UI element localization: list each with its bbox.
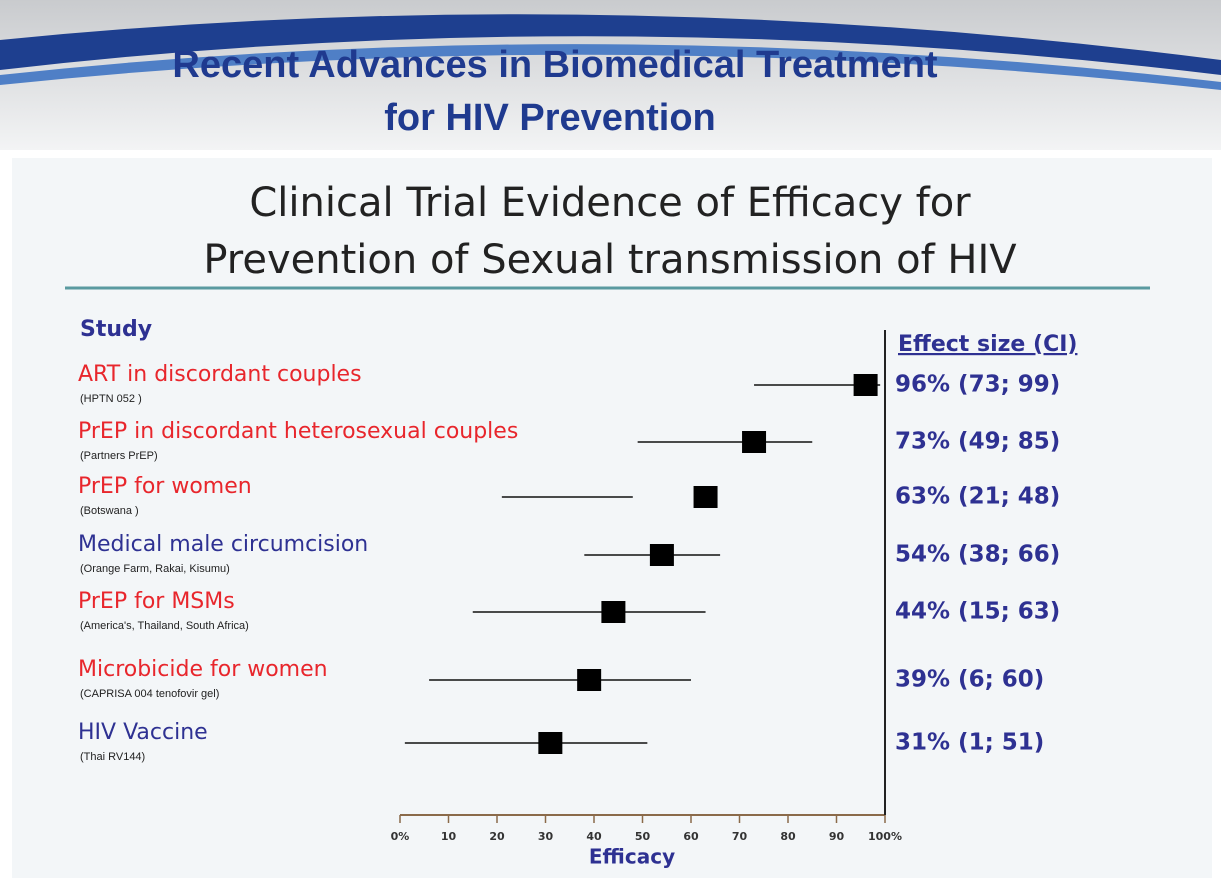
study-source: (Partners PrEP) xyxy=(80,450,158,462)
effect-size: 73% (49; 85) xyxy=(895,429,1060,455)
point-estimate xyxy=(649,544,674,566)
study-header: Study xyxy=(80,317,152,342)
study-name: HIV Vaccine xyxy=(78,720,208,745)
point-estimate xyxy=(538,732,563,754)
x-tick-label: 30 xyxy=(538,830,554,843)
effect-size: 31% (1; 51) xyxy=(895,730,1044,756)
point-estimate xyxy=(853,374,878,396)
effect-header: Effect size (CI) xyxy=(898,332,1077,357)
point-estimate xyxy=(577,669,602,691)
x-tick-label: 10 xyxy=(441,830,457,843)
study-source: (Thai RV144) xyxy=(80,751,145,763)
slide-title: Recent Advances in Biomedical Treatment xyxy=(172,44,938,86)
x-tick-label: 20 xyxy=(489,830,505,843)
x-tick-label: 60 xyxy=(683,830,699,843)
chart-title: Prevention of Sexual transmission of HIV xyxy=(203,237,1017,283)
effect-size: 54% (38; 66) xyxy=(895,542,1060,568)
effect-size: 63% (21; 48) xyxy=(895,484,1060,510)
study-source: (Orange Farm, Rakai, Kisumu) xyxy=(80,563,230,575)
effect-size: 39% (6; 60) xyxy=(895,667,1044,693)
point-estimate xyxy=(742,431,767,453)
chart-panel xyxy=(12,158,1212,878)
study-source: (CAPRISA 004 tenofovir gel) xyxy=(80,688,219,700)
x-tick-label: 90 xyxy=(829,830,845,843)
study-name: PrEP in discordant heterosexual couples xyxy=(78,419,518,444)
x-tick-label: 70 xyxy=(732,830,748,843)
study-source: (America's, Thailand, South Africa) xyxy=(80,620,249,632)
study-name: ART in discordant couples xyxy=(78,362,362,387)
effect-size: 44% (15; 63) xyxy=(895,599,1060,625)
study-source: (HPTN 052 ) xyxy=(80,393,142,405)
slide-title: for HIV Prevention xyxy=(384,97,716,139)
study-name: Microbicide for women xyxy=(78,657,328,682)
x-tick-label: 100% xyxy=(868,830,902,843)
x-tick-label: 80 xyxy=(780,830,796,843)
point-estimate xyxy=(601,601,626,623)
x-tick-label: 50 xyxy=(635,830,651,843)
x-tick-label: 40 xyxy=(586,830,602,843)
swoosh xyxy=(0,14,1221,75)
x-tick-label: 0% xyxy=(391,830,410,843)
swoosh xyxy=(0,44,1221,90)
study-name: PrEP for women xyxy=(78,474,252,499)
point-estimate xyxy=(693,486,718,508)
x-axis-label: Efficacy xyxy=(589,845,675,869)
study-name: PrEP for MSMs xyxy=(78,589,235,614)
chart-title: Clinical Trial Evidence of Efficacy for xyxy=(249,180,971,226)
study-name: Medical male circumcision xyxy=(78,532,368,557)
study-source: (Botswana ) xyxy=(80,505,139,517)
effect-size: 96% (73; 99) xyxy=(895,372,1060,398)
